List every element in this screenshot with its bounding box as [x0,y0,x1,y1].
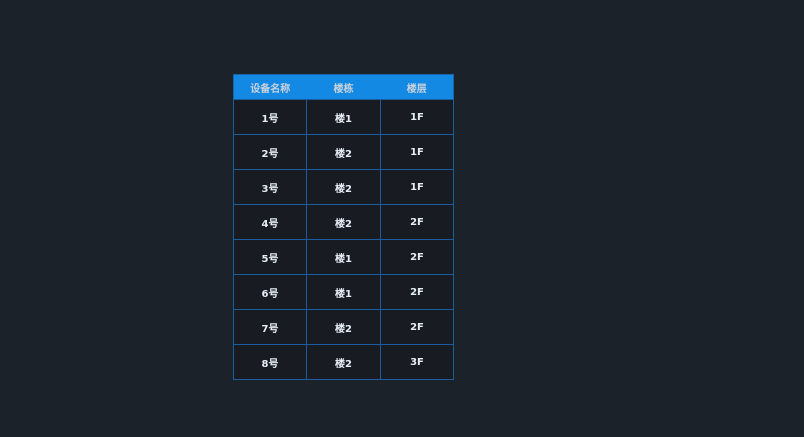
column-header-floor[interactable]: 楼层 [380,74,454,100]
device-name-cell: 2号 [233,134,307,170]
column-header-device-name[interactable]: 设备名称 [233,74,307,100]
floor-cell: 2F [380,274,454,310]
column-header-building[interactable]: 楼栋 [306,74,381,100]
device-table: 设备名称 楼栋 楼层 1号 楼1 1F 2号 楼2 1F 3号 楼2 1F 4号 楼2 2F 5号 楼1 2… [233,74,454,380]
device-name-cell: 8号 [233,344,307,380]
floor-cell: 1F [380,169,454,205]
device-name-cell: 6号 [233,274,307,310]
device-name-cell: 5号 [233,239,307,275]
table-row[interactable]: 1号 楼1 1F [233,99,454,135]
floor-cell: 2F [380,309,454,345]
building-cell: 楼2 [306,309,381,345]
device-name-cell: 7号 [233,309,307,345]
building-cell: 楼2 [306,134,381,170]
floor-cell: 1F [380,99,454,135]
table-row[interactable]: 3号 楼2 1F [233,169,454,205]
table-row[interactable]: 5号 楼1 2F [233,239,454,275]
building-cell: 楼1 [306,239,381,275]
building-cell: 楼2 [306,204,381,240]
building-cell: 楼1 [306,274,381,310]
table-row[interactable]: 6号 楼1 2F [233,274,454,310]
table-header-row: 设备名称 楼栋 楼层 [233,74,454,100]
table-row[interactable]: 7号 楼2 2F [233,309,454,345]
device-name-cell: 1号 [233,99,307,135]
building-cell: 楼2 [306,169,381,205]
building-cell: 楼2 [306,344,381,380]
building-cell: 楼1 [306,99,381,135]
floor-cell: 1F [380,134,454,170]
floor-cell: 2F [380,204,454,240]
floor-cell: 2F [380,239,454,275]
table-row[interactable]: 8号 楼2 3F [233,344,454,380]
device-name-cell: 3号 [233,169,307,205]
table-row[interactable]: 2号 楼2 1F [233,134,454,170]
table-row[interactable]: 4号 楼2 2F [233,204,454,240]
floor-cell: 3F [380,344,454,380]
device-name-cell: 4号 [233,204,307,240]
